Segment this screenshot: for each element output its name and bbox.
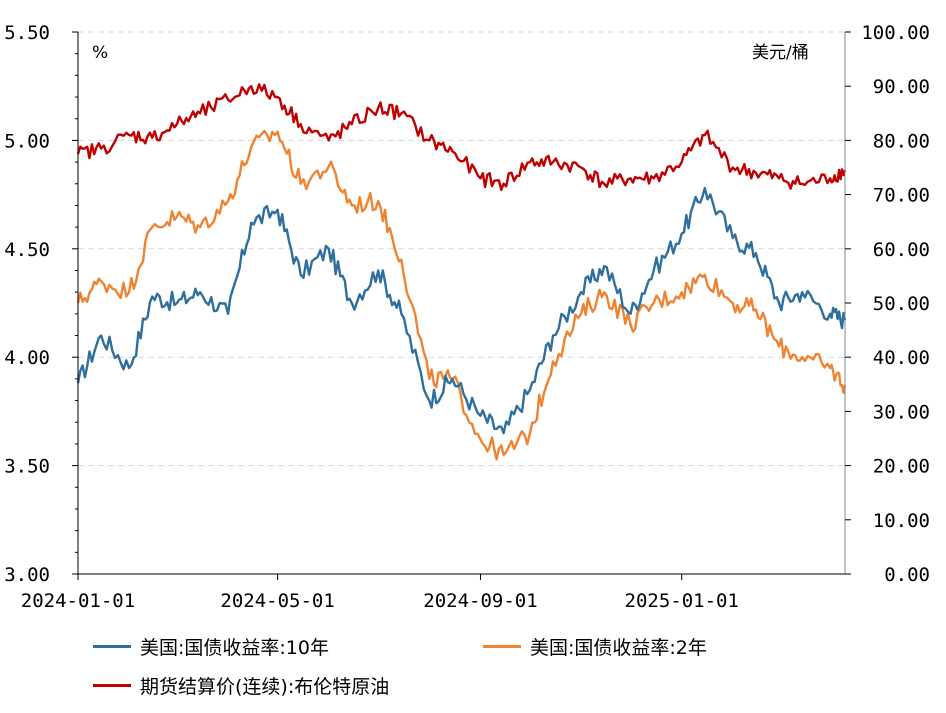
right-tick-label: 10.00 bbox=[873, 510, 930, 532]
left-axis-unit: % bbox=[92, 43, 108, 63]
legend-swatch-2y bbox=[483, 645, 521, 648]
series-line-2y bbox=[76, 129, 847, 461]
left-tick-label: 5.00 bbox=[4, 130, 50, 152]
series-line-10y bbox=[76, 186, 847, 435]
series-line-brent bbox=[76, 83, 847, 192]
left-tick-label: 4.50 bbox=[4, 239, 50, 261]
legend-swatch-10y bbox=[93, 645, 131, 648]
legend-swatch-brent bbox=[93, 684, 131, 687]
right-tick-label: 50.00 bbox=[873, 293, 930, 315]
legend-label-10y: 美国:国债收益率:10年 bbox=[140, 637, 329, 659]
series-lines bbox=[76, 83, 847, 461]
right-tick-label: 60.00 bbox=[873, 239, 930, 261]
legend-item-brent: 期货结算价(连续):布伦特原油 bbox=[93, 672, 389, 699]
legend-item-2y: 美国:国债收益率:2年 bbox=[483, 633, 707, 660]
left-tick-label: 4.00 bbox=[4, 347, 50, 369]
x-tick-label: 2024-01-01 bbox=[21, 590, 135, 612]
gridlines bbox=[78, 31, 845, 467]
right-tick-label: 90.00 bbox=[873, 76, 930, 98]
right-tick-label: 40.00 bbox=[873, 347, 930, 369]
x-tick-label: 2024-05-01 bbox=[220, 590, 334, 612]
legend-label-2y: 美国:国债收益率:2年 bbox=[530, 637, 707, 659]
x-tick-label: 2025-01-01 bbox=[625, 590, 739, 612]
right-tick-label: 70.00 bbox=[873, 185, 930, 207]
legend-item-10y: 美国:国债收益率:10年 bbox=[93, 633, 329, 660]
right-tick-label: 20.00 bbox=[873, 456, 930, 478]
right-tick-label: 30.00 bbox=[873, 401, 930, 423]
legend-label-brent: 期货结算价(连续):布伦特原油 bbox=[140, 676, 390, 698]
x-tick-label: 2024-09-01 bbox=[423, 590, 537, 612]
right-tick-label: 0.00 bbox=[884, 564, 930, 586]
right-tick-label: 80.00 bbox=[873, 130, 930, 152]
right-axis-unit: 美元/桶 bbox=[752, 43, 809, 63]
right-tick-label: 100.00 bbox=[861, 22, 930, 44]
tick-marks-and-labels: 3.00 3.50 4.00 4.50 5.00 5.50 0.00 10.00 20.00 30… bbox=[4, 22, 930, 612]
left-tick-label: 3.50 bbox=[4, 456, 50, 478]
left-tick-label: 3.00 bbox=[4, 564, 50, 586]
left-tick-label: 5.50 bbox=[4, 22, 50, 44]
